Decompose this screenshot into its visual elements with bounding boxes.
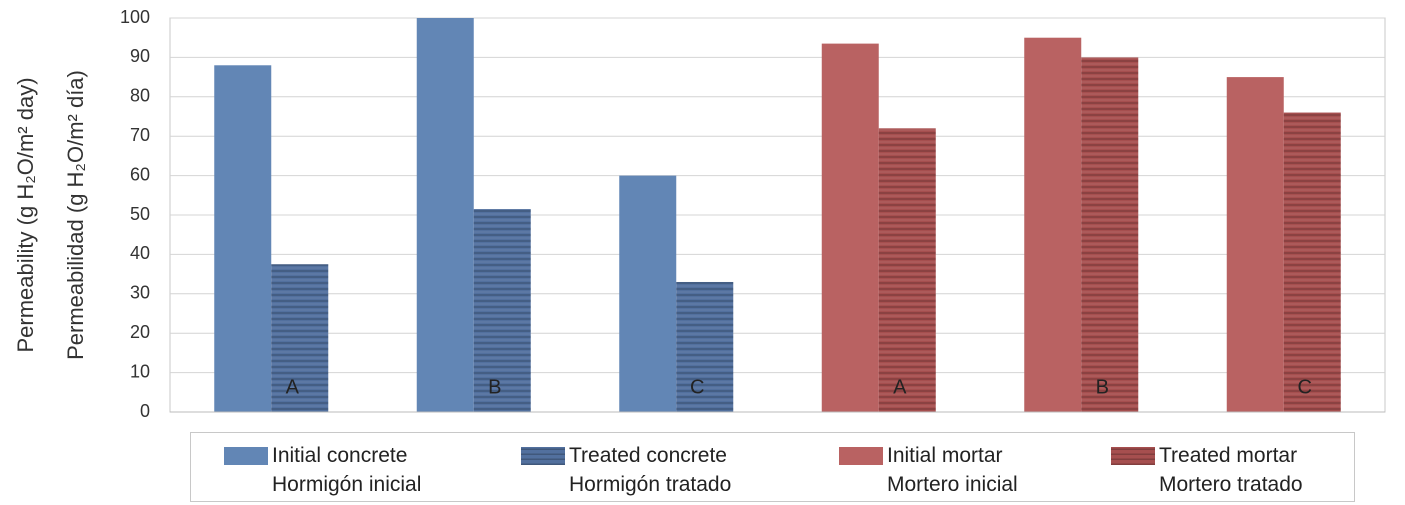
- y-axis-title: Permeability (g H₂O/m² day): [13, 77, 38, 352]
- y-tick-label: 50: [130, 204, 150, 224]
- legend-entry: Initial mortar Mortero inicial: [839, 441, 1018, 499]
- y-tick-label: 40: [130, 243, 150, 263]
- bar: [1283, 112, 1341, 412]
- legend-label: Treated mortar Mortero tratado: [1159, 444, 1303, 496]
- y-tick-label: 0: [140, 401, 150, 421]
- chart: Permeability (g H₂O/m² day) Permeabilida…: [13, 7, 1386, 421]
- legend-entry: Treated concrete Hormigón tratado: [521, 441, 731, 499]
- bar: [214, 65, 272, 412]
- x-tick-label: C: [1298, 376, 1312, 398]
- x-tick-label: A: [893, 376, 907, 398]
- bar: [676, 281, 734, 412]
- bar: [1024, 37, 1082, 412]
- bar: [1226, 77, 1284, 412]
- x-tick-label: B: [1096, 376, 1109, 398]
- y-tick-label: 60: [130, 164, 150, 184]
- bar: [1081, 57, 1139, 413]
- legend: Initial concrete Hormigón inicial Treated…: [190, 432, 1355, 502]
- bar: [271, 264, 329, 412]
- y-tick-label: 100: [120, 7, 150, 27]
- y-tick-label: 10: [130, 361, 150, 381]
- y-tick-label: 30: [130, 283, 150, 303]
- bar: [821, 43, 879, 413]
- y-axis-title: Permeabilidad (g H₂O/m² día): [63, 70, 88, 360]
- bar: [878, 128, 936, 412]
- legend-entry: Treated mortar Mortero tratado: [1111, 441, 1303, 499]
- legend-swatch: [839, 447, 883, 465]
- x-tick-label: B: [488, 376, 501, 398]
- legend-swatch: [224, 447, 268, 465]
- legend-swatch: [1111, 447, 1155, 465]
- y-tick-label: 90: [130, 46, 150, 66]
- bar: [416, 18, 474, 412]
- legend-entry: Initial concrete Hormigón inicial: [224, 441, 421, 499]
- legend-label: Initial mortar Mortero inicial: [887, 444, 1018, 496]
- y-tick-label: 20: [130, 322, 150, 342]
- y-tick-label: 70: [130, 125, 150, 145]
- x-tick-label: C: [690, 376, 704, 398]
- bar: [619, 175, 677, 412]
- legend-label: Initial concrete Hormigón inicial: [272, 444, 422, 496]
- bar: [473, 209, 531, 412]
- x-tick-label: A: [286, 376, 300, 398]
- legend-label: Treated concrete Hormigón tratado: [569, 444, 732, 496]
- legend-swatch: [521, 447, 565, 465]
- y-tick-label: 80: [130, 86, 150, 106]
